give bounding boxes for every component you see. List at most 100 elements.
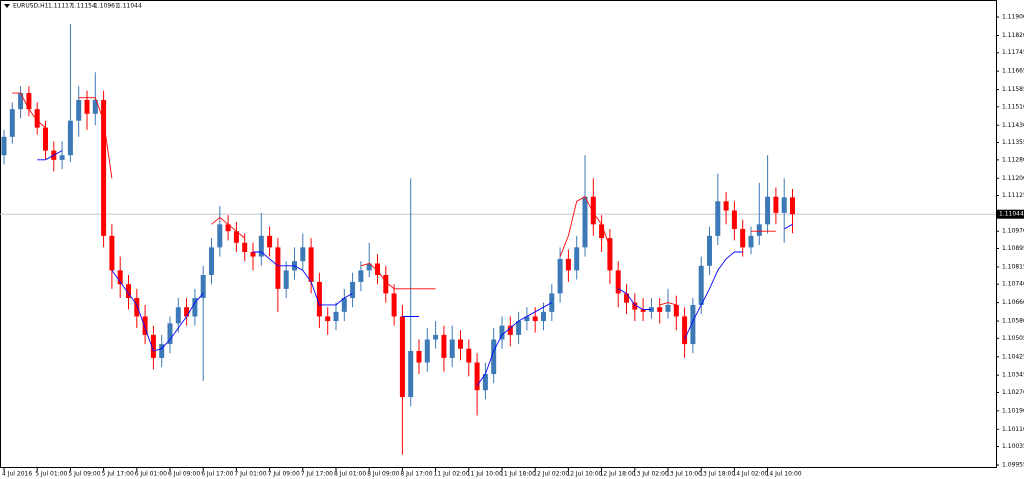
candle-body bbox=[350, 281, 356, 299]
candle-body bbox=[67, 120, 73, 156]
x-tick-label: 13 Jul 18:00 bbox=[699, 471, 735, 478]
x-tick-label: 13 Jul 02:00 bbox=[633, 471, 669, 478]
candle-body bbox=[366, 263, 372, 271]
candle-body bbox=[134, 298, 140, 317]
candle-body bbox=[18, 93, 24, 110]
candle-body bbox=[333, 311, 339, 322]
x-tick-label: 8 Jul 01:00 bbox=[334, 471, 366, 478]
candle-body bbox=[416, 351, 422, 363]
candle-body bbox=[466, 348, 472, 363]
candle-body bbox=[26, 93, 32, 110]
x-tick-label: 12 Jul 02:00 bbox=[533, 471, 569, 478]
x-tick-label: 7 Jul 09:00 bbox=[268, 471, 300, 478]
candle-body bbox=[375, 263, 380, 275]
y-tick-label: 1.10190 bbox=[1002, 407, 1024, 414]
candle-body bbox=[607, 238, 613, 271]
x-tick-label: 12 Jul 18:00 bbox=[600, 471, 636, 478]
candle-body bbox=[242, 242, 248, 252]
y-tick-label: 1.11355 bbox=[1002, 139, 1024, 146]
candle-body bbox=[250, 251, 256, 257]
candle-body bbox=[341, 298, 347, 312]
y-tick-label: 1.11585 bbox=[1002, 86, 1024, 93]
candle-body bbox=[142, 316, 148, 335]
candle-body bbox=[92, 99, 98, 114]
candle-body bbox=[458, 339, 463, 349]
symbol: EURUSD,H1 bbox=[13, 3, 49, 10]
candle-body bbox=[1, 136, 7, 156]
y-tick-label: 1.10815 bbox=[1002, 263, 1024, 270]
candle-body bbox=[590, 196, 596, 225]
y-tick-label: 1.10660 bbox=[1002, 299, 1024, 306]
candle-body bbox=[682, 316, 688, 345]
candle-body bbox=[9, 109, 15, 137]
candle-body bbox=[524, 316, 530, 322]
plot-frame bbox=[0, 0, 997, 468]
candle-body bbox=[632, 302, 638, 310]
y-tick-label: 1.11820 bbox=[1002, 32, 1024, 39]
title-value: 1.10961 bbox=[94, 3, 119, 10]
y-tick-label: 1.11280 bbox=[1002, 156, 1024, 163]
candle-body bbox=[159, 344, 165, 358]
candle-body bbox=[599, 224, 605, 239]
candle-body bbox=[507, 325, 513, 335]
y-tick-label: 1.11125 bbox=[1002, 192, 1024, 199]
y-tick-label: 1.10970 bbox=[1002, 228, 1024, 235]
candle-body bbox=[715, 201, 721, 236]
x-tick-label: 5 Jul 01:00 bbox=[35, 471, 67, 478]
candle-body bbox=[283, 270, 289, 289]
candle-body bbox=[126, 284, 131, 299]
price-label: 1.11044 bbox=[999, 211, 1024, 218]
candle-body bbox=[482, 374, 488, 391]
candle-body bbox=[325, 316, 331, 322]
x-tick-label: 4 Jul 2016 bbox=[2, 471, 32, 478]
candle-body bbox=[624, 293, 629, 303]
x-tick-label: 5 Jul 09:00 bbox=[68, 471, 100, 478]
candle-body bbox=[723, 201, 729, 211]
candle-body bbox=[499, 325, 505, 340]
y-tick-label: 1.10345 bbox=[1002, 372, 1024, 379]
candle-body bbox=[43, 127, 48, 151]
candle-body bbox=[175, 307, 181, 324]
candle-body bbox=[574, 247, 580, 271]
y-tick-label: 1.11430 bbox=[1002, 122, 1024, 129]
candle-body bbox=[657, 307, 663, 312]
y-tick-label: 1.11510 bbox=[1002, 103, 1024, 110]
candle-body bbox=[740, 228, 746, 248]
y-tick-label: 1.10580 bbox=[1002, 318, 1024, 325]
candle-body bbox=[424, 339, 430, 363]
candle-body bbox=[399, 316, 405, 398]
candle-body bbox=[275, 247, 281, 289]
title-value: 1.11117 bbox=[48, 3, 73, 10]
x-tick-label: 7 Jul 01:00 bbox=[234, 471, 266, 478]
candle-body bbox=[441, 334, 447, 358]
candle-body bbox=[582, 196, 588, 248]
candle-body bbox=[408, 351, 414, 398]
candle-body bbox=[117, 270, 123, 285]
candle-body bbox=[34, 109, 40, 128]
candle-body bbox=[184, 307, 190, 317]
candle-body bbox=[790, 197, 795, 215]
candle-body bbox=[209, 247, 214, 275]
candle-body bbox=[756, 224, 762, 236]
price-label-box bbox=[996, 209, 1024, 219]
y-tick-label: 1.09955 bbox=[1002, 462, 1024, 469]
candle-body bbox=[433, 334, 439, 340]
x-tick-label: 13 Jul 10:00 bbox=[666, 471, 702, 478]
candle-body bbox=[358, 270, 364, 282]
y-tick-label: 1.10505 bbox=[1002, 335, 1024, 342]
candle-body bbox=[308, 247, 314, 282]
candle-body bbox=[76, 99, 82, 121]
y-tick-label: 1.11900 bbox=[1002, 14, 1024, 21]
x-tick-label: 8 Jul 09:00 bbox=[367, 471, 399, 478]
candle-body bbox=[233, 231, 239, 243]
x-tick-label: 11 Jul 18:00 bbox=[500, 471, 536, 478]
candle-body bbox=[217, 224, 223, 248]
candle-body bbox=[665, 304, 671, 312]
candle-body bbox=[557, 258, 563, 294]
y-tick-label: 1.10270 bbox=[1002, 389, 1024, 396]
x-tick-label: 12 Jul 10:00 bbox=[566, 471, 602, 478]
y-tick-label: 1.10110 bbox=[1002, 426, 1024, 433]
candle-body bbox=[773, 196, 779, 213]
y-tick-label: 1.10895 bbox=[1002, 245, 1024, 252]
